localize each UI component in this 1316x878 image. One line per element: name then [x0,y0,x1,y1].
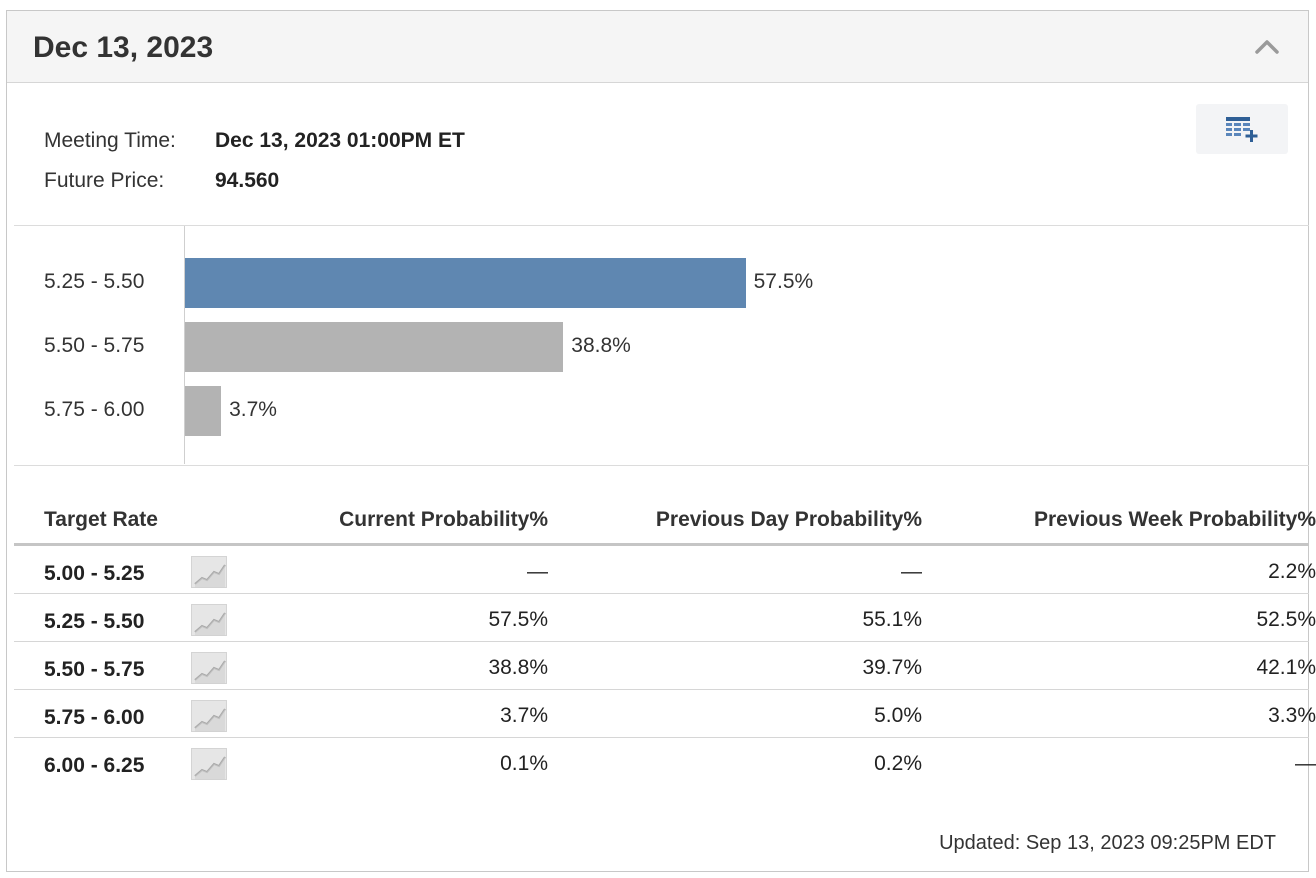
meeting-panel: Dec 13, 2023 Meeting Time: Dec 13, 2023 … [6,10,1316,872]
previous-day-probability-cell: — [901,560,922,583]
future-price-label: Future Price: [44,169,165,192]
chart-axis [184,226,185,464]
table-row: 5.00 - 5.25 — — 2.2% [14,546,1316,594]
divider-bottom [14,465,1309,466]
meeting-time-row: Meeting Time: Dec 13, 2023 01:00PM ET [44,121,465,161]
bar-category-label: 5.50 - 5.75 [44,334,145,357]
previous-week-probability-cell: 42.1% [1256,656,1316,679]
divider-top [14,225,1309,226]
current-probability-cell: 0.1% [500,752,548,775]
target-rate-cell: 6.00 - 6.25 [44,754,145,777]
table-body: 5.00 - 5.25 — — 2.2% 5.25 - 5.50 57.5% 55.1% 52… [14,546,1316,786]
bar [185,258,746,308]
sparkline-chart-icon[interactable] [191,700,227,732]
header-previous-week-probability: Previous Week Probability% [1033,508,1316,531]
future-price-value: 94.560 [215,169,280,192]
meeting-time-label: Meeting Time: [44,129,176,152]
bar-category-label: 5.25 - 5.50 [44,270,145,293]
current-probability-cell: 38.8% [488,656,548,679]
bar-value-label: 38.8% [571,334,631,357]
previous-day-probability-cell: 5.0% [874,704,922,727]
probability-table: Target Rate Current Probability% Previou… [14,504,1316,786]
table-row: 6.00 - 6.25 0.1% 0.2% — [14,738,1316,786]
sparkline-chart-icon[interactable] [191,604,227,636]
table-add-icon [1226,117,1258,142]
bar-row: 5.75 - 6.00 3.7% [7,386,1007,436]
bar-row: 5.25 - 5.50 57.5% [7,258,1007,308]
header-target-rate: Target Rate [44,508,158,531]
probability-chart: 5.25 - 5.50 57.5% 5.50 - 5.75 38.8% 5.75 - 6… [7,226,1007,466]
meeting-time-value: Dec 13, 2023 01:00PM ET [215,129,465,152]
previous-week-probability-cell: 52.5% [1256,608,1316,631]
bar-value-label: 57.5% [753,270,814,293]
panel-title: Dec 13, 2023 [33,31,214,64]
updated-timestamp: Updated: Sep 13, 2023 09:25PM EDT [939,832,1276,854]
bar-row: 5.50 - 5.75 38.8% [7,322,1007,372]
bar [185,386,222,436]
chevron-up-icon[interactable] [1252,35,1282,57]
header-current-probability: Current Probability% [339,508,548,531]
target-rate-cell: 5.50 - 5.75 [44,658,145,681]
sparkline-chart-icon[interactable] [191,652,227,684]
table-row: 5.25 - 5.50 57.5% 55.1% 52.5% [14,594,1316,642]
future-price-row: Future Price: 94.560 [44,161,465,201]
table-row: 5.75 - 6.00 3.7% 5.0% 3.3% [14,690,1316,738]
current-probability-cell: 57.5% [488,608,548,631]
current-probability-cell: — [527,560,548,583]
bar-value-label: 3.7% [229,398,277,421]
table-header: Target Rate Current Probability% Previou… [14,504,1316,546]
previous-day-probability-cell: 55.1% [862,608,922,631]
previous-week-probability-cell: 2.2% [1268,560,1316,583]
bar [185,322,564,372]
bar-category-label: 5.75 - 6.00 [44,398,145,421]
target-rate-cell: 5.00 - 5.25 [44,562,145,585]
previous-week-probability-cell: 3.3% [1268,704,1316,727]
target-rate-cell: 5.75 - 6.00 [44,706,145,729]
header-previous-day-probability: Previous Day Probability% [655,508,922,531]
previous-day-probability-cell: 39.7% [862,656,922,679]
sparkline-chart-icon[interactable] [191,748,227,780]
meeting-info: Meeting Time: Dec 13, 2023 01:00PM ET Fu… [44,121,465,201]
target-rate-cell: 5.25 - 5.50 [44,610,145,633]
table-row: 5.50 - 5.75 38.8% 39.7% 42.1% [14,642,1316,690]
previous-week-probability-cell: — [1295,752,1316,775]
previous-day-probability-cell: 0.2% [874,752,922,775]
panel-header[interactable]: Dec 13, 2023 [7,11,1308,83]
export-table-button[interactable] [1196,104,1288,154]
current-probability-cell: 3.7% [500,704,548,727]
sparkline-chart-icon[interactable] [191,556,227,588]
